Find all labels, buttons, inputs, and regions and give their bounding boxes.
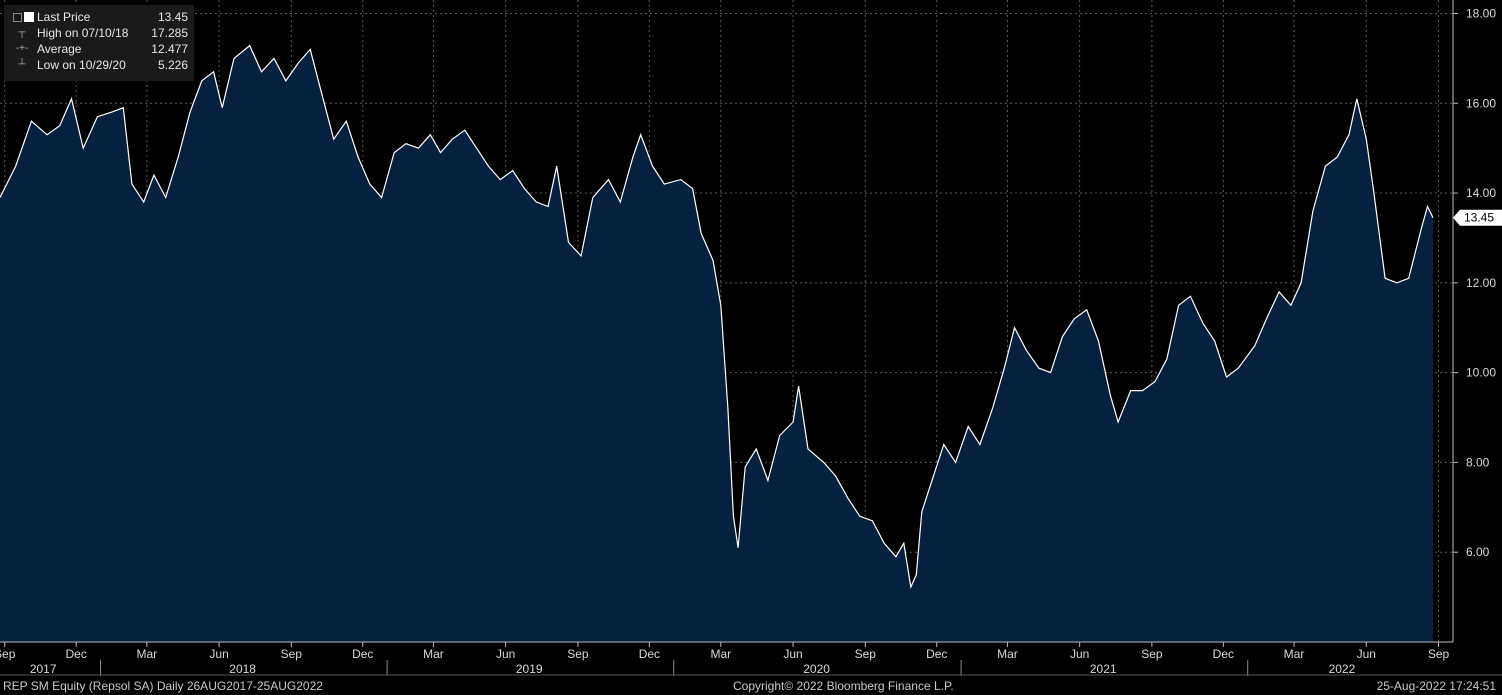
x-tick-label: Mar [710, 647, 731, 661]
x-tick-label: Mar [1284, 647, 1305, 661]
year-label: 2022 [1329, 662, 1356, 676]
x-tick-label: Dec [926, 647, 947, 661]
legend-swatch-icon [24, 12, 34, 22]
x-tick-label: Mar [423, 647, 444, 661]
last-price-callout [1453, 209, 1502, 226]
legend-value: 17.285 [151, 26, 188, 40]
x-tick-label: Dec [1213, 647, 1234, 661]
x-tick-label: Dec [65, 647, 86, 661]
legend-value: 12.477 [151, 42, 188, 56]
high-marker-icon: ┬ [18, 27, 26, 38]
legend-toggle-icon[interactable] [13, 13, 22, 22]
year-label: 2021 [1090, 662, 1117, 676]
x-tick-label: Mar [136, 647, 157, 661]
x-tick-label: Jun [1070, 647, 1089, 661]
y-tick-label: 18.00 [1466, 6, 1496, 20]
x-tick-label: Sep [1141, 647, 1163, 661]
x-tick-label: Sep [855, 647, 877, 661]
x-tick-label: Sep [0, 647, 16, 661]
year-label: 2020 [803, 662, 830, 676]
axes: 6.00 8.00 10.00 12.00 14.00 16.00 18.00 Sep Dec M… [0, 0, 1502, 676]
legend-label: Low on 10/29/20 [37, 58, 126, 72]
x-tick-label: Jun [783, 647, 802, 661]
legend-high: ┬ High on 07/10/18 17.285 [4, 25, 194, 41]
x-tick-label: Dec [639, 647, 660, 661]
x-tick-label: Jun [209, 647, 228, 661]
legend-label: Average [37, 42, 82, 56]
y-tick-label: 10.00 [1466, 366, 1496, 380]
x-tick-label: Dec [352, 647, 373, 661]
average-marker-icon: -+- [15, 43, 29, 54]
price-area [0, 45, 1433, 643]
price-series [0, 44, 1434, 643]
y-tick-label: 6.00 [1466, 545, 1490, 559]
low-marker-icon: ┴ [18, 59, 26, 70]
legend-label: Last Price [37, 10, 91, 24]
x-tick-label: Mar [997, 647, 1018, 661]
year-label: 2018 [229, 662, 256, 676]
year-label: 2017 [30, 662, 57, 676]
y-tick-label: 16.00 [1466, 96, 1496, 110]
price-line [0, 44, 1434, 590]
legend-low: ┴ Low on 10/29/20 5.226 [4, 57, 194, 73]
legend-label: High on 07/10/18 [37, 26, 129, 40]
x-tick-label: Jun [496, 647, 515, 661]
x-tick-label: Sep [281, 647, 303, 661]
y-tick-label: 14.00 [1466, 186, 1496, 200]
footer-timestamp: 25-Aug-2022 17:24:51 [1376, 679, 1496, 693]
legend-value: 13.45 [157, 10, 188, 24]
x-tick-label: Sep [1428, 647, 1450, 661]
legend-average: -+- Average 12.477 [4, 41, 194, 57]
x-tick-label: Jun [1357, 647, 1376, 661]
year-label: 2019 [516, 662, 543, 676]
legend-value: 5.226 [157, 58, 188, 72]
legend-last-price: Last Price 13.45 [4, 9, 194, 25]
y-tick-label: 8.00 [1466, 455, 1490, 469]
last-price-label: 13.45 [1464, 211, 1494, 225]
y-tick-label: 12.00 [1466, 276, 1496, 290]
footer-security: REP SM Equity (Repsol SA) Daily 26AUG201… [3, 679, 323, 693]
footer-copyright: Copyright© 2022 Bloomberg Finance L.P. [733, 679, 954, 693]
chart-legend: Last Price 13.45 ┬ High on 07/10/18 17.2… [4, 5, 194, 81]
x-tick-label: Sep [567, 647, 589, 661]
